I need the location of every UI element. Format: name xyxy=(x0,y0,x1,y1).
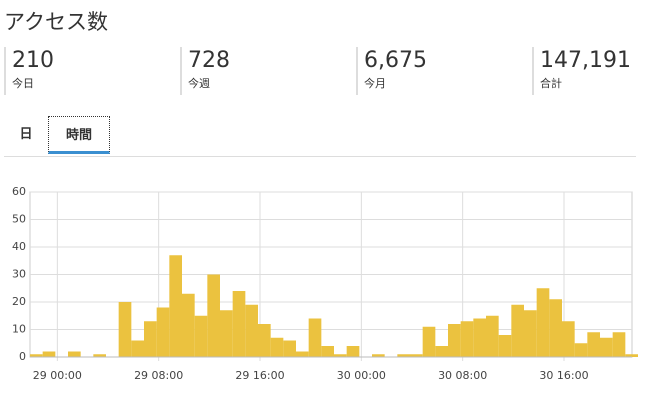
bar xyxy=(511,304,524,357)
tab[interactable]: 日 xyxy=(19,127,33,142)
y-tick-label: 10 xyxy=(12,323,26,336)
tabs: 日時間 xyxy=(4,116,636,157)
bar xyxy=(473,318,486,357)
bar xyxy=(42,351,56,357)
bar xyxy=(397,354,410,357)
bar xyxy=(498,335,512,357)
x-tick-label: 29 08:00 xyxy=(134,369,183,382)
bar xyxy=(435,346,448,357)
x-tick-label: 30 16:00 xyxy=(539,369,588,382)
y-tick-label: 20 xyxy=(12,295,26,308)
stat-value: 6,675 xyxy=(364,48,427,73)
page-title: アクセス数 xyxy=(4,10,108,34)
bar xyxy=(574,343,588,357)
bar xyxy=(625,354,638,357)
bar xyxy=(334,354,347,357)
bar xyxy=(207,274,220,357)
bar xyxy=(194,315,208,357)
y-tick-label: 40 xyxy=(12,240,26,253)
stat-value: 210 xyxy=(12,48,54,73)
stat-label: 合計 xyxy=(540,77,562,90)
bar xyxy=(182,293,195,357)
y-tick-label: 30 xyxy=(12,268,26,281)
bar xyxy=(549,299,562,357)
x-tick-label: 29 00:00 xyxy=(33,369,82,382)
stat-box: 728 今週 xyxy=(180,47,230,95)
bar xyxy=(169,255,182,357)
bar xyxy=(283,340,296,357)
bar xyxy=(144,321,157,357)
bar xyxy=(258,324,271,357)
stats: 210 今日 728 今週 6,675 今月 147,191 合計 xyxy=(4,47,644,97)
bar xyxy=(68,351,81,357)
bar xyxy=(131,340,144,357)
bar xyxy=(410,354,423,357)
stat-label: 今月 xyxy=(364,77,386,90)
bar xyxy=(372,354,385,357)
bar xyxy=(562,321,575,357)
bar xyxy=(422,326,436,357)
bar xyxy=(30,354,43,357)
x-tick-label: 29 16:00 xyxy=(235,369,284,382)
bar xyxy=(346,346,360,357)
bar xyxy=(460,321,474,357)
bar xyxy=(448,324,461,357)
stat-value: 728 xyxy=(188,48,230,73)
y-tick-label: 60 xyxy=(12,185,26,198)
bar xyxy=(321,346,334,357)
bar xyxy=(308,318,322,357)
x-tick-label: 30 00:00 xyxy=(337,369,386,382)
bar xyxy=(536,288,550,357)
stat-label: 今週 xyxy=(188,77,210,90)
bar xyxy=(118,302,132,357)
bar xyxy=(600,337,613,357)
stat-box: 6,675 今月 xyxy=(356,47,427,95)
stat-label: 今日 xyxy=(12,77,34,90)
x-tick-label: 30 08:00 xyxy=(438,369,487,382)
bar xyxy=(587,332,600,357)
bar xyxy=(232,291,246,357)
bar xyxy=(220,310,233,357)
bar xyxy=(486,315,499,357)
bar xyxy=(270,337,284,357)
stat-value: 147,191 xyxy=(540,48,631,73)
stat-box: 210 今日 xyxy=(4,47,54,95)
y-tick-label: 0 xyxy=(19,350,26,363)
y-tick-label: 50 xyxy=(12,213,26,226)
tab[interactable]: 時間 xyxy=(48,116,110,154)
bar xyxy=(296,351,309,357)
stat-box: 147,191 合計 xyxy=(532,47,631,95)
bar xyxy=(245,304,258,357)
bar xyxy=(93,354,106,357)
bar xyxy=(612,332,626,357)
bar xyxy=(524,310,537,357)
bar xyxy=(156,307,170,357)
